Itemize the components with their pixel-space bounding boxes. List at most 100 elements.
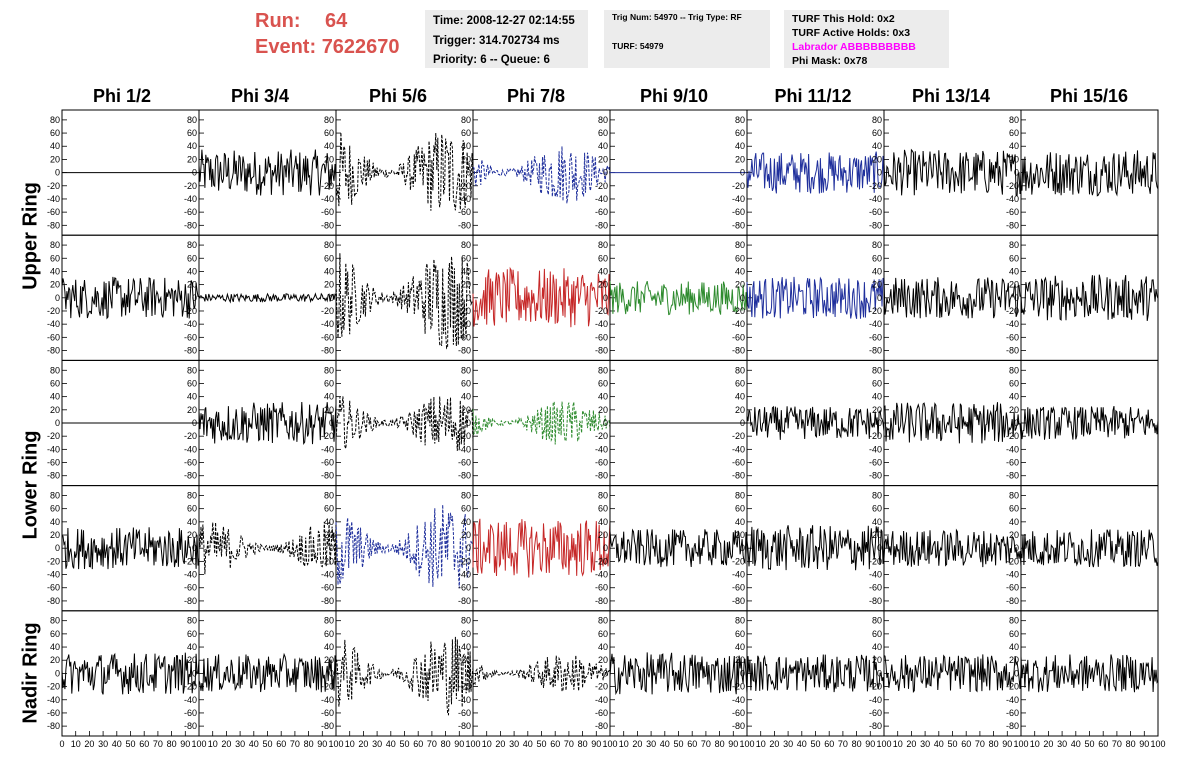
x-tick-label: 60 bbox=[139, 739, 149, 749]
y-tick-label: -20 bbox=[869, 431, 882, 441]
trigger-text: Trigger: 314.702734 ms bbox=[433, 34, 560, 47]
y-tick-label: -20 bbox=[595, 181, 608, 191]
y-tick-label: -40 bbox=[595, 444, 608, 454]
y-tick-label: -40 bbox=[869, 444, 882, 454]
waveform-series bbox=[883, 277, 1022, 319]
y-tick-label: -40 bbox=[869, 319, 882, 329]
y-tick-label: -80 bbox=[732, 596, 745, 606]
y-tick-label: -40 bbox=[869, 570, 882, 580]
phi-header-7: Phi 13/14 bbox=[911, 86, 991, 106]
x-tick-label: 50 bbox=[947, 739, 957, 749]
y-tick-label: -60 bbox=[595, 207, 608, 217]
y-tick-label: -80 bbox=[47, 596, 60, 606]
y-tick-label: 80 bbox=[1009, 115, 1019, 125]
y-tick-label: -40 bbox=[321, 695, 334, 705]
y-tick-label: 20 bbox=[324, 154, 334, 164]
y-tick-label: -40 bbox=[184, 695, 197, 705]
y-tick-label: 60 bbox=[461, 629, 471, 639]
y-tick-label: 0 bbox=[1014, 543, 1019, 553]
y-tick-label: -20 bbox=[47, 306, 60, 316]
waveform-series bbox=[609, 280, 748, 316]
y-tick-label: 0 bbox=[603, 293, 608, 303]
y-tick-label: -80 bbox=[595, 721, 608, 731]
y-tick-label: 60 bbox=[187, 504, 197, 514]
x-tick-label: 10 bbox=[1030, 739, 1040, 749]
y-tick-label: 40 bbox=[872, 392, 882, 402]
y-tick-label: -20 bbox=[321, 431, 334, 441]
waveform-series bbox=[746, 151, 885, 194]
y-tick-label: -20 bbox=[458, 682, 471, 692]
y-tick-label: -40 bbox=[732, 319, 745, 329]
y-tick-label: -60 bbox=[1006, 458, 1019, 468]
x-tick-label: 40 bbox=[934, 739, 944, 749]
y-tick-label: 60 bbox=[187, 378, 197, 388]
y-tick-label: 60 bbox=[1009, 128, 1019, 138]
y-tick-label: -20 bbox=[595, 306, 608, 316]
y-tick-label: 80 bbox=[872, 115, 882, 125]
y-tick-label: -40 bbox=[184, 570, 197, 580]
y-tick-label: 80 bbox=[735, 240, 745, 250]
y-tick-label: 60 bbox=[324, 629, 334, 639]
y-tick-label: 0 bbox=[1014, 668, 1019, 678]
y-tick-label: 20 bbox=[1009, 280, 1019, 290]
y-tick-label: -60 bbox=[732, 458, 745, 468]
y-tick-label: 40 bbox=[324, 266, 334, 276]
y-tick-label: 80 bbox=[461, 240, 471, 250]
y-tick-label: 40 bbox=[324, 141, 334, 151]
x-tick-label: 80 bbox=[441, 739, 451, 749]
y-tick-label: -80 bbox=[321, 220, 334, 230]
y-tick-label: -20 bbox=[47, 181, 60, 191]
y-tick-label: 20 bbox=[1009, 405, 1019, 415]
y-tick-label: -20 bbox=[869, 306, 882, 316]
y-tick-label: 0 bbox=[1014, 418, 1019, 428]
x-tick-label: 40 bbox=[660, 739, 670, 749]
y-tick-label: 20 bbox=[461, 655, 471, 665]
y-tick-label: 80 bbox=[324, 365, 334, 375]
y-tick-label: 0 bbox=[466, 543, 471, 553]
phi-mask-text: Phi Mask: 0x78 bbox=[792, 55, 868, 67]
y-tick-label: -40 bbox=[47, 319, 60, 329]
waveform-series bbox=[198, 149, 337, 196]
y-tick-label: -20 bbox=[732, 556, 745, 566]
y-tick-label: 60 bbox=[324, 504, 334, 514]
y-tick-label: -40 bbox=[321, 194, 334, 204]
x-tick-label: 90 bbox=[1002, 739, 1012, 749]
y-tick-label: 40 bbox=[324, 517, 334, 527]
y-tick-label: 40 bbox=[461, 266, 471, 276]
y-tick-label: -80 bbox=[869, 471, 882, 481]
y-tick-label: 20 bbox=[872, 154, 882, 164]
waveform-series bbox=[746, 405, 885, 440]
y-tick-label: -40 bbox=[321, 444, 334, 454]
y-tick-label: 40 bbox=[187, 266, 197, 276]
panel-frame bbox=[335, 234, 474, 361]
y-tick-label: -20 bbox=[869, 181, 882, 191]
y-tick-label: 80 bbox=[461, 115, 471, 125]
y-tick-label: 0 bbox=[192, 418, 197, 428]
x-tick-label: 40 bbox=[797, 739, 807, 749]
y-tick-label: -80 bbox=[184, 596, 197, 606]
panel-frame bbox=[472, 109, 611, 236]
y-tick-label: -80 bbox=[184, 220, 197, 230]
waveform-series bbox=[609, 652, 748, 696]
event-label: Event: bbox=[255, 36, 317, 58]
y-tick-label: -80 bbox=[1006, 596, 1019, 606]
waveform-series bbox=[61, 527, 200, 570]
x-tick-label: 30 bbox=[372, 739, 382, 749]
y-tick-label: 20 bbox=[872, 280, 882, 290]
y-tick-label: 20 bbox=[50, 530, 60, 540]
y-tick-label: -20 bbox=[869, 682, 882, 692]
y-tick-label: 60 bbox=[598, 629, 608, 639]
y-tick-label: 0 bbox=[877, 168, 882, 178]
y-tick-label: 20 bbox=[735, 405, 745, 415]
phi-header-8: Phi 15/16 bbox=[1049, 86, 1129, 106]
x-tick-label: 60 bbox=[961, 739, 971, 749]
turf-this-hold-text: TURF This Hold: 0x2 bbox=[792, 13, 895, 25]
y-tick-label: 0 bbox=[55, 168, 60, 178]
y-tick-label: 20 bbox=[461, 280, 471, 290]
y-tick-label: 40 bbox=[598, 266, 608, 276]
x-tick-label: 20 bbox=[221, 739, 231, 749]
x-tick-label: 90 bbox=[180, 739, 190, 749]
y-tick-label: -20 bbox=[184, 556, 197, 566]
y-tick-label: 0 bbox=[1014, 168, 1019, 178]
y-tick-label: -40 bbox=[184, 444, 197, 454]
